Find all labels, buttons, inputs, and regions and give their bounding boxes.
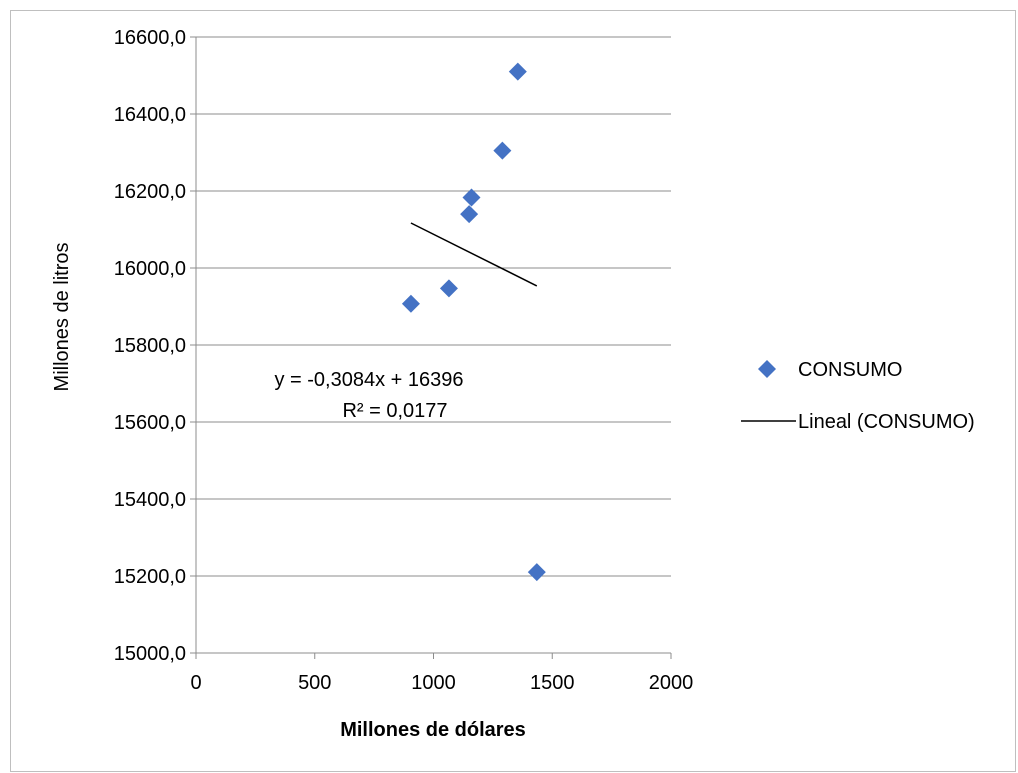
y-axis-title: Millones de litros <box>51 243 73 392</box>
chart-area <box>10 10 1016 772</box>
data-point <box>508 62 527 81</box>
legend-item-lineal: Lineal (CONSUMO) <box>741 411 975 433</box>
trendline <box>410 222 538 287</box>
x-tick-label: 0 <box>190 672 201 694</box>
y-tick-label: 15800,0 <box>114 335 186 357</box>
data-points <box>401 62 546 582</box>
x-tick-label: 1500 <box>530 672 575 694</box>
axes <box>190 36 672 659</box>
x-tick-label: 500 <box>298 672 331 694</box>
y-tick-label: 16600,0 <box>114 27 186 49</box>
data-point <box>462 188 481 207</box>
trendline-r-squared: R² = 0,0177 <box>342 400 447 422</box>
data-point <box>439 279 458 298</box>
data-point <box>527 563 546 582</box>
legend-diamond-marker <box>758 360 776 378</box>
x-tick-label: 1000 <box>411 672 456 694</box>
legend: CONSUMO Lineal (CONSUMO) <box>741 359 975 433</box>
data-point <box>401 294 420 313</box>
data-point <box>493 141 512 160</box>
y-tick-label: 16400,0 <box>114 104 186 126</box>
y-tick-label: 15600,0 <box>114 412 186 434</box>
trendline-layer <box>410 222 538 287</box>
gridlines <box>196 36 671 577</box>
x-axis-title: Millones de dólares <box>340 719 526 741</box>
tick-labels: 15000,0 15200,0 15400,0 15600,0 15800,0 16000… <box>114 27 694 694</box>
y-tick-label: 15200,0 <box>114 566 186 588</box>
y-tick-label: 16200,0 <box>114 181 186 203</box>
trendline-equation: y = -0,3084x + 16396 <box>274 369 463 391</box>
legend-item-consumo: CONSUMO <box>758 359 902 381</box>
data-point <box>460 205 479 224</box>
legend-label-consumo: CONSUMO <box>798 359 902 381</box>
y-tick-label: 15000,0 <box>114 643 186 665</box>
legend-label-lineal: Lineal (CONSUMO) <box>798 411 975 433</box>
y-tick-label: 16000,0 <box>114 258 186 280</box>
y-tick-label: 15400,0 <box>114 489 186 511</box>
x-tick-label: 2000 <box>649 672 694 694</box>
